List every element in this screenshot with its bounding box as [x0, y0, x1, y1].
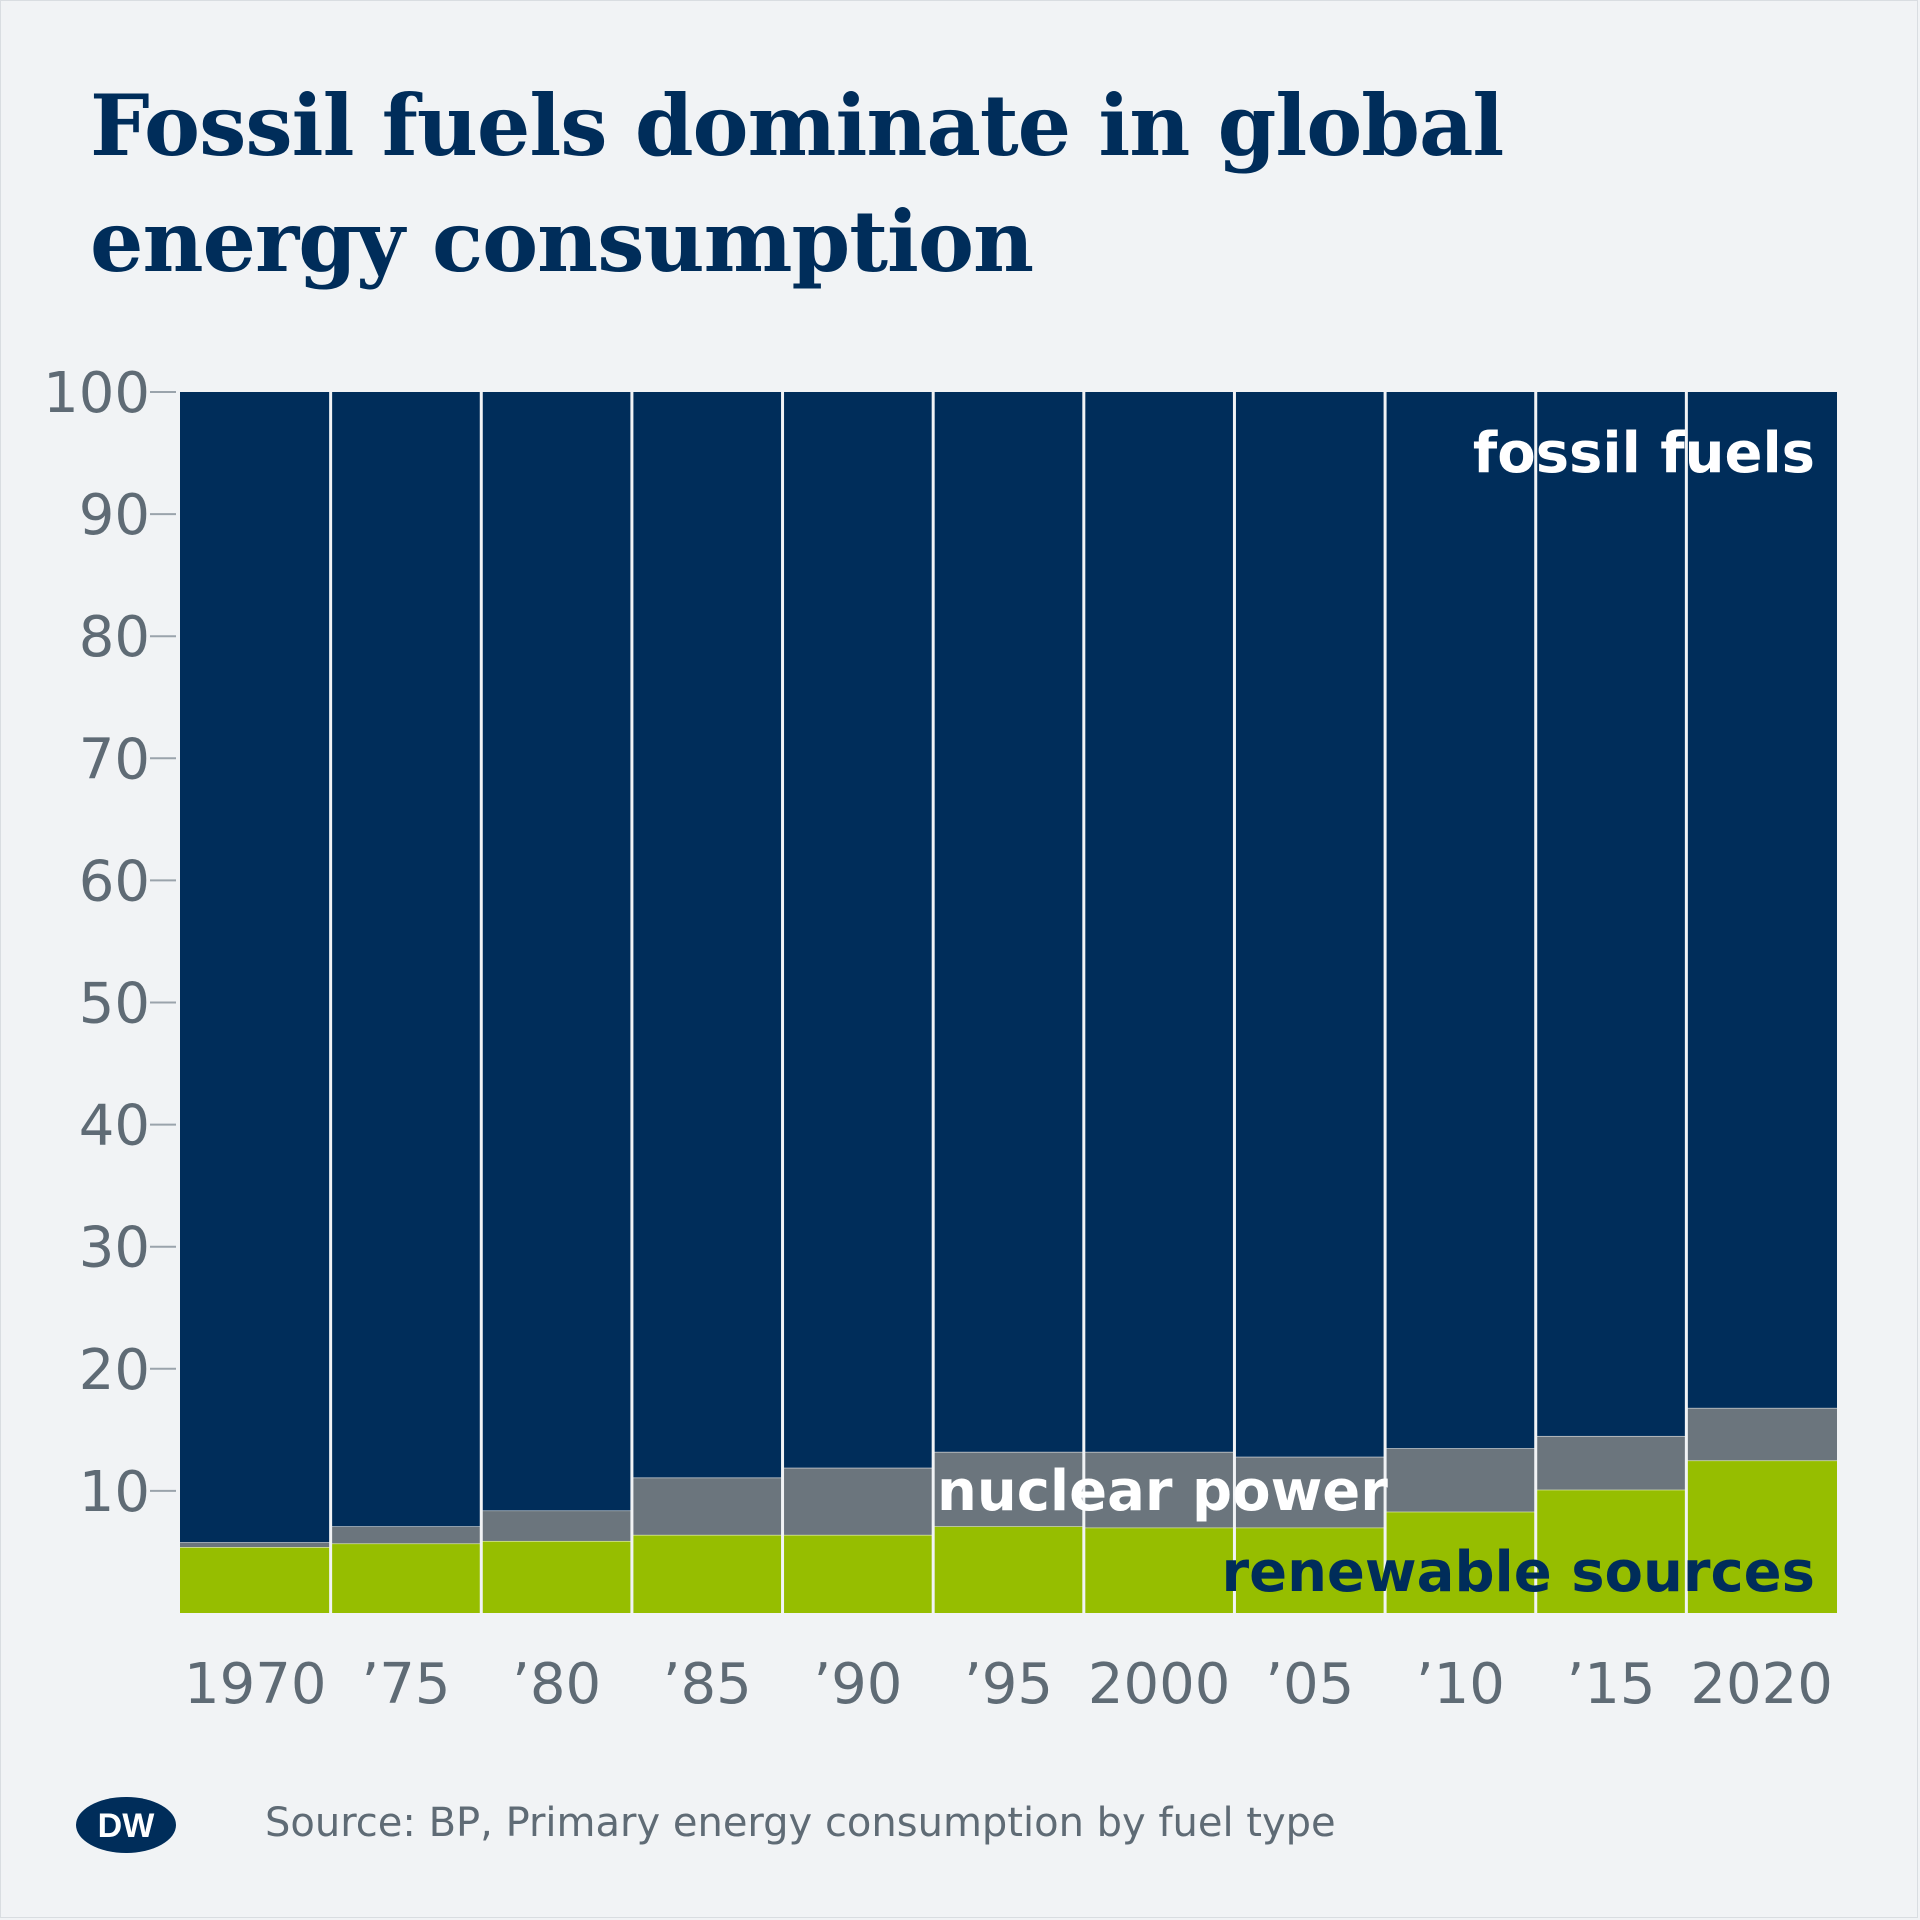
bar-segment-renewable [1535, 1489, 1687, 1613]
bar-segment-nuclear [782, 1467, 934, 1535]
x-tick-label: ’90 [813, 1652, 902, 1717]
bar-segment-nuclear [631, 1477, 783, 1535]
bar-segment-fossil [1234, 392, 1386, 1457]
series-label-fossil: fossil fuels [1473, 421, 1815, 486]
bar-segment-renewable [933, 1526, 1084, 1613]
y-tick-label: 20 [79, 1338, 150, 1403]
y-tick-label: 60 [79, 849, 150, 914]
bar-segment-renewable [481, 1540, 632, 1613]
bar-segment-renewable [330, 1543, 482, 1613]
x-tick-label: ’80 [512, 1652, 601, 1717]
bar-segment-nuclear [1083, 1451, 1235, 1528]
bar-segment-fossil [1686, 392, 1837, 1408]
chart-title: Fossil fuels dominate in global energy c… [90, 76, 1504, 291]
x-tick-label: ’75 [361, 1652, 450, 1717]
bar-segment-nuclear [933, 1451, 1084, 1527]
source-note: Source: BP, Primary energy consumption b… [265, 1800, 1336, 1846]
bar-segment-fossil [1083, 392, 1235, 1452]
bar-segment-fossil [933, 392, 1084, 1452]
bar-segment-fossil [782, 392, 934, 1468]
x-tick-label: ’05 [1265, 1652, 1354, 1717]
y-tick-label: 10 [79, 1460, 150, 1525]
y-tick-label: 100 [43, 361, 150, 426]
x-tick-label: ’95 [964, 1652, 1053, 1717]
bar-segment-nuclear [330, 1526, 482, 1544]
y-tick-label: 40 [79, 1094, 150, 1159]
bar-segment-renewable [1385, 1511, 1536, 1613]
bar-segment-fossil [180, 392, 331, 1543]
y-tick-label: 50 [79, 972, 150, 1037]
y-tick-label: 70 [79, 727, 150, 792]
dw-logo: DW [76, 1797, 176, 1853]
bar-segment-fossil [631, 392, 783, 1478]
bar-segment-fossil [330, 392, 482, 1527]
bar-segment-renewable [1083, 1527, 1235, 1613]
bar-segment-nuclear [1385, 1448, 1536, 1512]
y-tick-label: 30 [79, 1216, 150, 1281]
bar-segment-fossil [1535, 392, 1687, 1436]
x-tick-label: 2020 [1690, 1652, 1833, 1717]
bar-segment-nuclear [481, 1510, 632, 1541]
bar-segment-nuclear [1234, 1456, 1386, 1528]
bar-segment-renewable [782, 1534, 934, 1613]
x-tick-label: 2000 [1088, 1652, 1231, 1717]
x-tick-label: ’85 [663, 1652, 752, 1717]
y-tick-label: 90 [79, 483, 150, 548]
bar-segment-renewable [631, 1534, 783, 1613]
dw-logo-text: DW [98, 1807, 156, 1845]
bar-segment-fossil [481, 392, 632, 1511]
bar-segment-renewable [1234, 1527, 1386, 1613]
bar-segment-nuclear [1535, 1435, 1687, 1490]
bar-segment-renewable [180, 1547, 331, 1613]
series-label-renewable: renewable sources [1221, 1540, 1815, 1605]
x-tick-label: ’15 [1567, 1652, 1656, 1717]
x-tick-label: 1970 [184, 1652, 327, 1717]
x-tick-label: ’10 [1416, 1652, 1505, 1717]
bar-segment-nuclear [180, 1542, 331, 1548]
bar-segment-fossil [1385, 392, 1536, 1449]
series-label-nuclear: nuclear power [937, 1459, 1388, 1524]
y-tick-label: 80 [79, 605, 150, 670]
bar-segment-nuclear [1686, 1407, 1837, 1461]
bar-segment-renewable [1686, 1460, 1837, 1613]
